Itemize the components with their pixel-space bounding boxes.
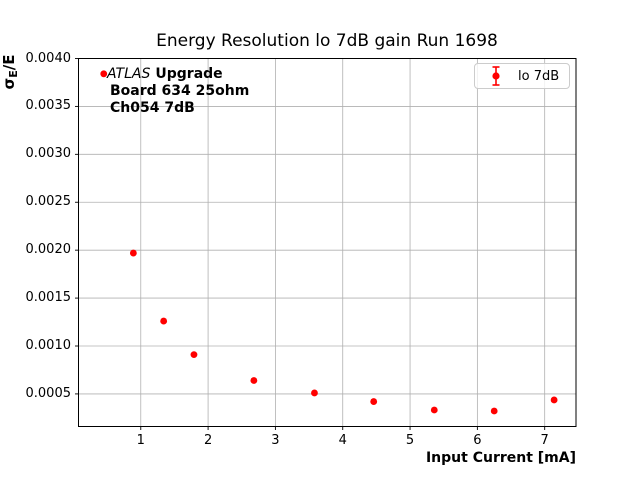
y-tick-label: 0.0015 (25, 290, 72, 306)
annotation-block: ATLAS Upgrade Board 634 25ohm Ch054 7dB (107, 66, 249, 117)
data-point (100, 70, 108, 78)
x-axis-label: Input Current [mA] (425, 450, 576, 466)
data-point (370, 398, 378, 405)
annotation-atlas: ATLAS (107, 66, 151, 82)
y-tick-label: 0.0030 (25, 146, 72, 162)
x-tick-label: 6 (473, 433, 482, 448)
data-point (190, 351, 198, 359)
data-point (490, 407, 498, 415)
x-tick-label: 7 (540, 433, 549, 448)
legend-label: lo 7dB (518, 68, 560, 84)
y-tick-label: 0.0005 (25, 385, 72, 401)
y-axis-label-subscript: E (7, 70, 20, 78)
x-tick-label: 4 (338, 433, 347, 448)
y-tick-label: 0.0010 (25, 338, 72, 353)
y-axis-label-sigma: σ (0, 77, 18, 90)
data-point (550, 396, 558, 404)
y-tick-label: 0.0025 (25, 194, 72, 210)
data-point (129, 249, 137, 257)
x-tick-label: 3 (271, 433, 280, 448)
y-tick-label: 0.0035 (25, 98, 72, 114)
annotation-upgrade: Upgrade (155, 66, 223, 82)
annotation-line-3: Ch054 7dB (110, 100, 195, 116)
data-point (430, 406, 438, 414)
legend: lo 7dB (474, 63, 570, 89)
data-point (250, 377, 258, 384)
x-tick-label: 1 (136, 433, 145, 448)
x-tick-label: 5 (405, 433, 415, 448)
y-tick-label: 0.0020 (25, 242, 72, 258)
chart-title: Energy Resolution lo 7dB gain Run 1698 (156, 31, 498, 51)
data-point (160, 317, 168, 325)
annotation-line-1: ATLAS Upgrade (107, 66, 249, 83)
x-tick-label: 2 (203, 433, 213, 448)
data-point (311, 389, 318, 397)
legend-errorbar-marker (492, 66, 500, 86)
annotation-line-2: Board 634 25ohm (110, 83, 250, 99)
plot-spines (78, 58, 577, 427)
y-tick-label: 0.0040 (25, 50, 72, 66)
